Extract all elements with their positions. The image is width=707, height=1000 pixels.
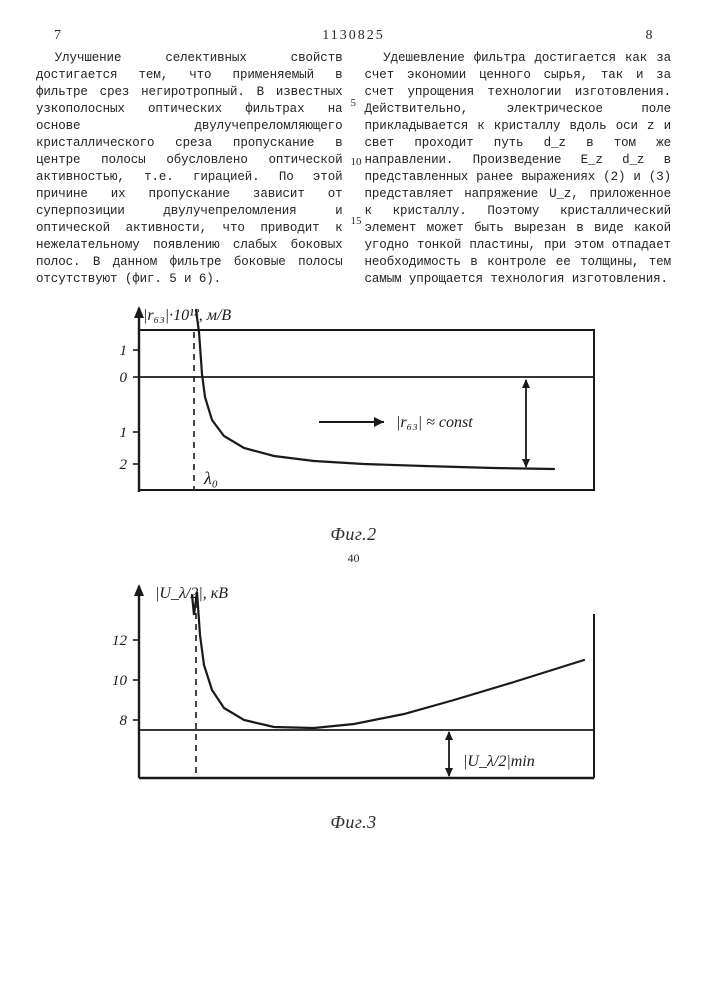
figure-2: |r₆₃|·10¹², м/В 1 0 1 2 λ₀ |r₆₃| ≈ const Фиг.2 xyxy=(84,302,624,545)
page: 7 1130825 8 Улучшение селективных свойст… xyxy=(0,0,707,1000)
line-numbers: 5 10 15 xyxy=(351,50,362,229)
svg-text:1: 1 xyxy=(119,425,127,441)
svg-text:λ₀: λ₀ xyxy=(203,468,218,488)
page-header: 7 1130825 8 xyxy=(54,28,653,44)
svg-text:|r₆₃| ≈ const: |r₆₃| ≈ const xyxy=(396,414,473,431)
line-num: 10 xyxy=(351,155,362,170)
figure-3: |U_λ/2|, кВ 12 10 8 |U_λ/2|min Фиг.3 xyxy=(84,580,624,833)
svg-text:10: 10 xyxy=(112,673,128,689)
fig2-svg: |r₆₃|·10¹², м/В 1 0 1 2 λ₀ |r₆₃| ≈ const xyxy=(84,302,624,522)
document-number: 1130825 xyxy=(62,28,646,44)
line-num: 15 xyxy=(351,214,362,229)
svg-text:2: 2 xyxy=(119,457,127,473)
svg-text:|r₆₃|·10¹², м/В: |r₆₃|·10¹², м/В xyxy=(143,307,231,324)
svg-text:0: 0 xyxy=(119,370,127,386)
right-column: 5 10 15 Удешевление фильтра достигается … xyxy=(365,50,672,288)
svg-text:1: 1 xyxy=(119,343,127,359)
left-column: Улучшение селективных свойств достигаетс… xyxy=(36,50,343,288)
fig2-caption: Фиг.2 xyxy=(84,524,624,545)
fig3-svg: |U_λ/2|, кВ 12 10 8 |U_λ/2|min xyxy=(84,580,624,810)
svg-text:|U_λ/2|, кВ: |U_λ/2|, кВ xyxy=(155,585,228,602)
fig3-caption: Фиг.3 xyxy=(84,812,624,833)
page-number-left: 7 xyxy=(54,28,62,44)
page-number-right: 8 xyxy=(646,28,654,44)
line-num: 5 xyxy=(351,96,362,111)
svg-text:|U_λ/2|min: |U_λ/2|min xyxy=(463,753,535,770)
svg-text:8: 8 xyxy=(119,713,127,729)
between-mark: 40 xyxy=(36,551,671,566)
text-columns: Улучшение селективных свойств достигаетс… xyxy=(36,50,671,288)
right-paragraph: Удешевление фильтра достигается как за с… xyxy=(365,50,672,288)
svg-text:12: 12 xyxy=(112,633,128,649)
left-paragraph: Улучшение селективных свойств достигаетс… xyxy=(36,50,343,288)
